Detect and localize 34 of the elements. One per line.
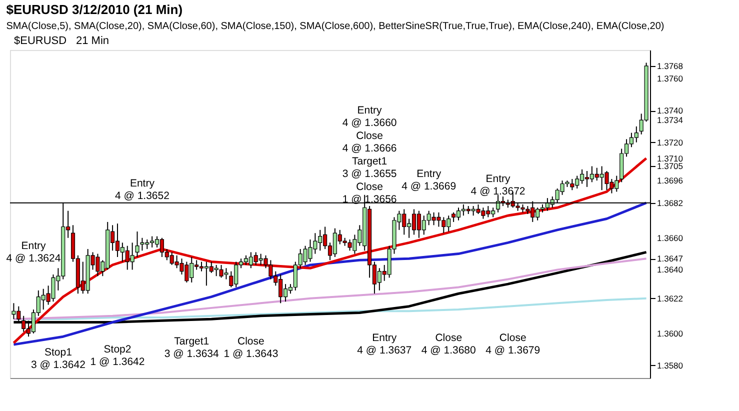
chart-subtitle: SMA(Close,5), SMA(Close,20), SMA(Close,60), SMA(Close,150), SMA(Close,600), BetterSineSR(True,True,True), EMA(Close,240), EMA(Close,20) [6,21,664,32]
y-tick-label: 1.3696 [657,176,684,186]
y-tick-label: 1.3768 [657,60,684,71]
annotation: Target1 3 @ 1.3634 [164,335,220,360]
y-tick-label: 1.3660 [657,232,684,243]
y-tick-label: 1.3720 [657,137,684,148]
annotation: Entry 4 @ 1.3672 [470,172,526,198]
annotation: Close 4 @ 1.3680 [421,332,476,357]
annotation: Entry 4 @ 1.3652 [114,178,170,202]
annotation: Stop1 3 @ 1.3642 [30,346,86,372]
y-tick-label: 1.3640 [657,264,684,275]
y-tick-label: 1.3622 [657,293,684,304]
y-tick-label: 1.3760 [657,74,684,84]
annotation: Entry 4 @ 1.3669 [402,168,456,193]
text: 21 Min [76,35,110,47]
annotation: Stop2 1 @ 1.3642 [90,343,145,368]
y-tick-label: 1.3740 [657,106,684,116]
y-tick-label: 1.3710 [657,153,684,164]
y-tick-label: 1.3682 [657,198,684,208]
y-tick-label: 1.3734 [657,115,684,126]
chart-title: $EURUSD 3/12/2010 (21 Min) [6,2,183,17]
text: $EURUSD [14,35,67,47]
annotation: Close 1 @ 1.3656 [342,180,397,206]
annotation: Entry 4 @ 1.3624 [6,240,61,264]
y-tick-label: 1.3705 [657,161,684,172]
annotation: Close 4 @ 1.3666 [342,130,397,154]
annotation: Entry 4 @ 1.3637 [357,332,412,357]
y-tick-label: 1.3647 [657,254,684,264]
y-tick-label: 1.3600 [657,328,684,338]
annotation: Close 1 @ 1.3643 [224,335,278,360]
y-tick-label: 1.3580 [657,360,684,370]
annotation: Entry 4 @ 1.3660 [342,104,397,130]
annotation: Target1 3 @ 1.3655 [342,155,397,180]
annotation: Close 4 @ 1.3679 [486,332,540,357]
